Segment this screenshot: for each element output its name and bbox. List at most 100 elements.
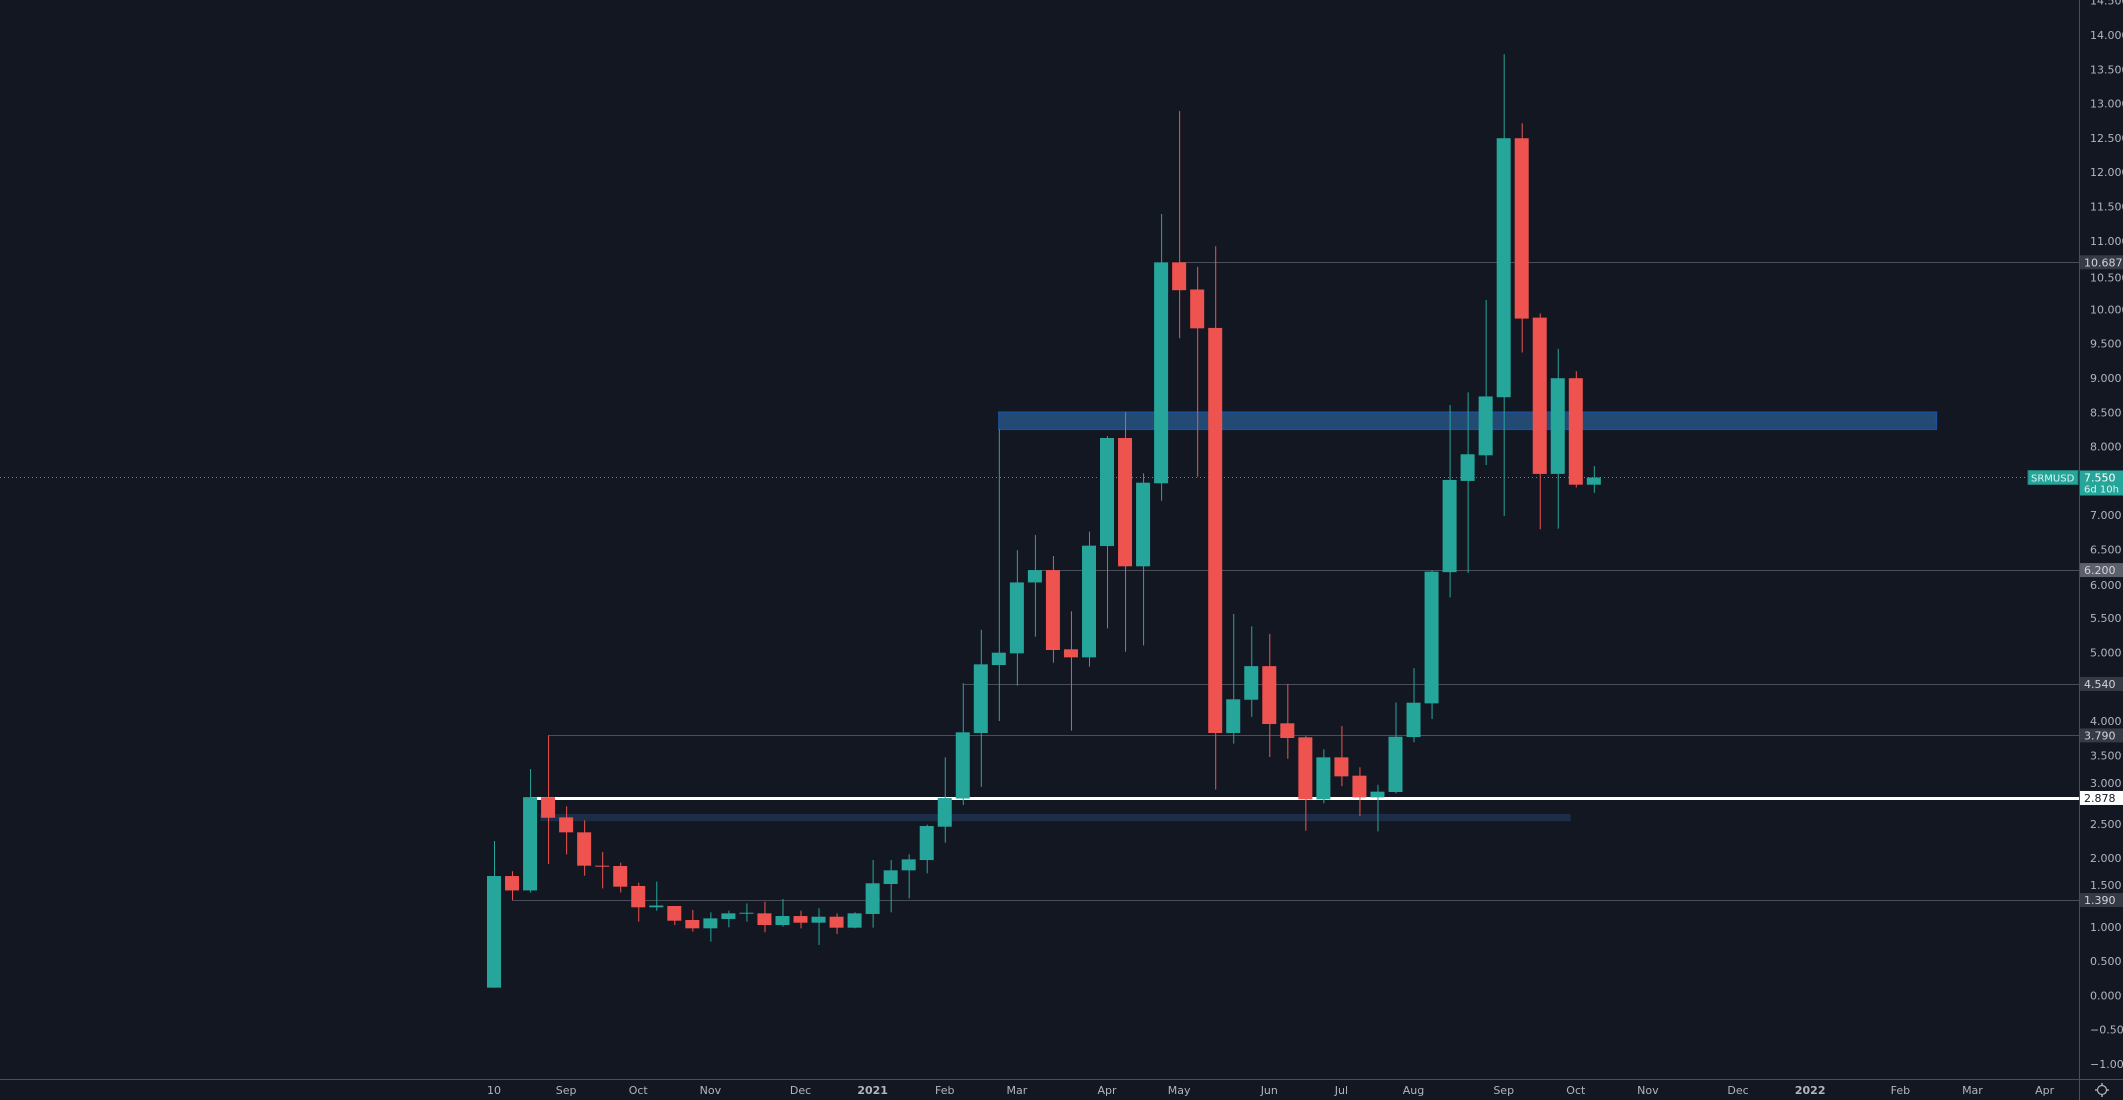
candle-body-down — [1568, 378, 1583, 485]
price-tick-label: 7.000 — [2090, 509, 2122, 522]
candle-body-up — [1154, 262, 1169, 484]
price-tick-label: 14.500 — [2090, 0, 2123, 8]
candle-body-up — [1586, 477, 1601, 485]
candle-body-down — [667, 906, 682, 921]
price-tick-label: 13.000 — [2090, 98, 2123, 111]
candle — [955, 683, 970, 806]
price-tick-label: 1.500 — [2090, 879, 2122, 892]
candle-body-up — [649, 905, 664, 908]
candle — [775, 899, 790, 927]
candle-body-down — [595, 865, 610, 867]
level-label-box — [2080, 563, 2123, 578]
candle-body-up — [487, 876, 501, 988]
candle-body-up — [1442, 479, 1457, 573]
candle — [1118, 412, 1133, 652]
time-axis-labels: 10 Sep Oct Nov Dec 2021 Feb Mar Apr May Jun Jul Aug S… — [487, 1084, 2055, 1097]
candle-body-up — [1100, 438, 1115, 547]
candle — [1334, 726, 1349, 787]
candle — [1442, 405, 1457, 598]
level-label-text: 4.540 — [2084, 678, 2116, 691]
candle-body-up — [739, 912, 754, 914]
time-tick-label: Dec — [1727, 1084, 1748, 1097]
candle — [1009, 550, 1024, 686]
candle-body-up — [991, 652, 1006, 666]
candle — [1550, 348, 1565, 529]
candle — [1370, 784, 1385, 832]
time-tick-label: 2021 — [857, 1084, 888, 1097]
price-tick-label: 8.000 — [2090, 441, 2122, 454]
candle — [1460, 392, 1475, 573]
candle-body-up — [1424, 571, 1439, 704]
candle — [811, 908, 826, 945]
level-label-box — [2080, 790, 2123, 805]
level-price-labels: 10.687 6.200 4.540 3.790 2.878 1.390 — [2080, 255, 2123, 908]
price-tick-label: 11.000 — [2090, 235, 2123, 248]
candle-body-down — [1063, 649, 1078, 658]
candle-body-down — [541, 797, 556, 818]
candle — [883, 859, 898, 913]
candle-body-up — [1496, 138, 1511, 398]
candle-body-up — [1244, 666, 1259, 700]
price-tick-label: 9.500 — [2090, 338, 2122, 351]
price-tick-label: −1.000 — [2090, 1058, 2123, 1071]
last-price-box — [2080, 470, 2123, 496]
time-tick-label: Jun — [1260, 1084, 1278, 1097]
price-axis-labels: 14.500 14.000 13.500 13.000 12.500 12.000 11.5… — [2090, 0, 2123, 1071]
candle-body-down — [685, 920, 700, 929]
candle-body-up — [1316, 757, 1331, 800]
candle — [1244, 626, 1259, 717]
support-band-rectangle[interactable] — [540, 813, 1571, 822]
candle-body-down — [1352, 775, 1367, 798]
time-axis-bg[interactable] — [0, 1079, 2123, 1100]
price-axis-bg[interactable] — [2079, 0, 2123, 1100]
candle-body-down — [757, 913, 772, 926]
price-tick-label: 1.000 — [2090, 921, 2122, 934]
symbol-label: SRMUSD — [2031, 474, 2075, 485]
candle — [1406, 668, 1421, 743]
candle — [1045, 556, 1060, 663]
candle-body-down — [1208, 327, 1223, 734]
candle — [505, 871, 520, 901]
candle — [1352, 767, 1367, 817]
time-tick-label: Feb — [935, 1084, 954, 1097]
candle — [523, 769, 538, 893]
time-tick-label: Apr — [1098, 1084, 1118, 1097]
time-tick-label: Nov — [700, 1084, 722, 1097]
price-tick-label: 10.500 — [2090, 271, 2123, 284]
candle-body-up — [1009, 582, 1024, 654]
candle-body-up — [1027, 570, 1042, 583]
level-label-text: 10.687 — [2084, 256, 2123, 269]
level-label-text: 2.878 — [2084, 792, 2116, 805]
price-tick-label: 5.500 — [2090, 612, 2122, 625]
level-label-box — [2080, 255, 2123, 270]
candle-body-down — [1334, 757, 1349, 777]
candle — [1027, 535, 1042, 637]
candle — [667, 906, 682, 926]
candle-body-up — [1550, 378, 1565, 474]
time-tick-label: Oct — [1566, 1084, 1586, 1097]
candle — [1208, 246, 1223, 790]
candle — [595, 852, 610, 889]
candle-body-up — [901, 859, 916, 871]
candle-body-up — [775, 916, 790, 926]
candle-body-up — [937, 798, 952, 827]
candle — [1154, 214, 1169, 501]
time-tick-label: Apr — [2035, 1084, 2055, 1097]
candle — [1478, 300, 1493, 465]
level-label-text: 6.200 — [2084, 564, 2116, 577]
candle — [541, 735, 556, 865]
candle — [829, 913, 844, 935]
time-tick-label: Aug — [1403, 1084, 1424, 1097]
candle — [1262, 633, 1277, 758]
candles — [487, 54, 1601, 988]
symbol-label-box — [2027, 470, 2079, 485]
candle — [1514, 123, 1529, 353]
gear-icon[interactable] — [2095, 1083, 2109, 1097]
level-price-label: 3.790 — [2080, 728, 2123, 743]
candle — [1280, 683, 1295, 759]
candle — [1172, 111, 1187, 339]
candle — [685, 909, 700, 932]
